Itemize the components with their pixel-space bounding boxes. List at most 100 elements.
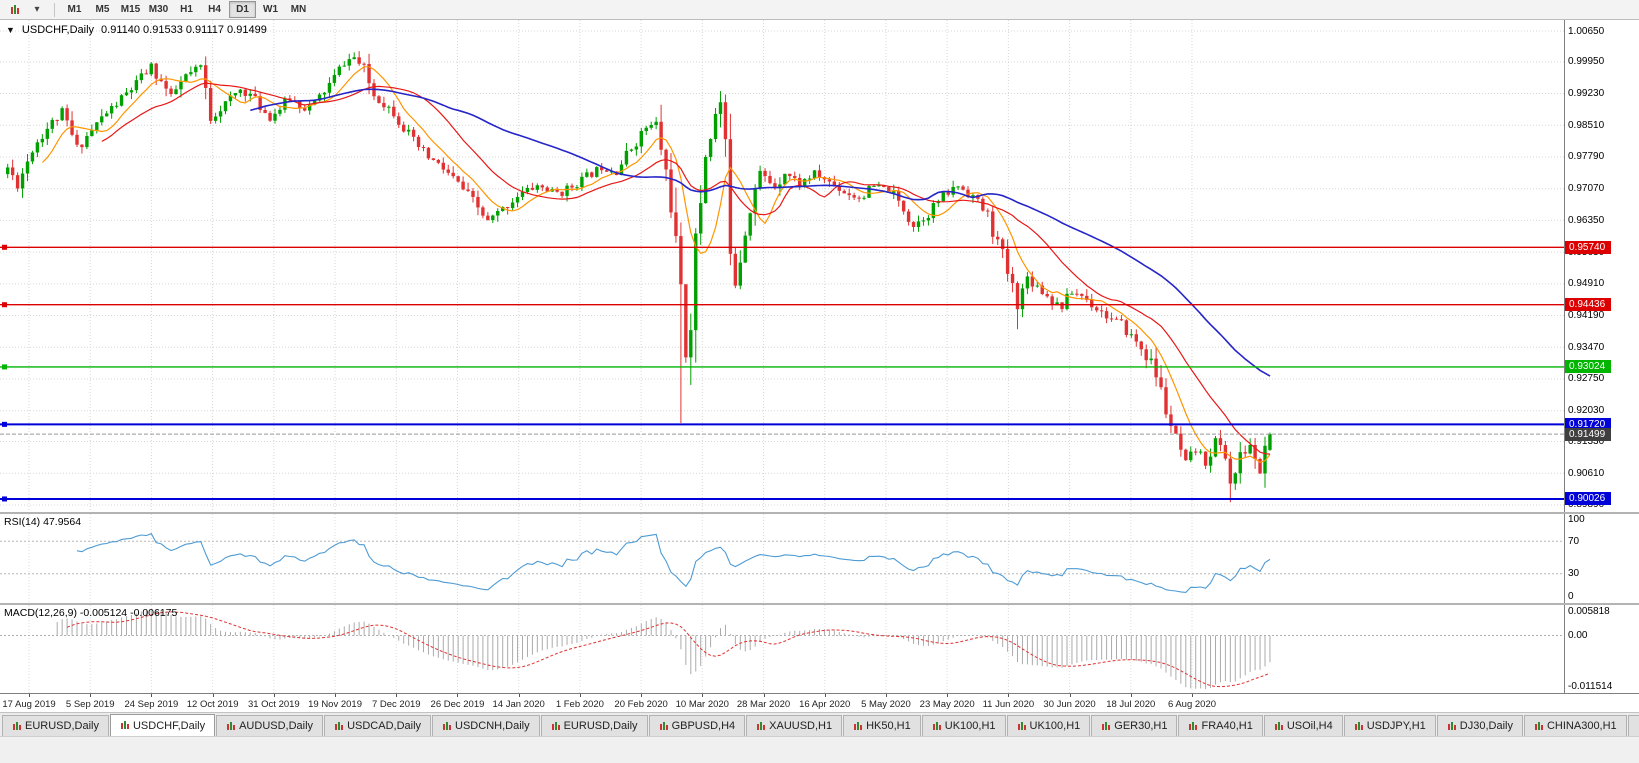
time-axis-label: 19 Nov 2019 — [308, 699, 362, 710]
chart-tab[interactable]: USOil,H4 — [1263, 715, 1343, 736]
time-axis-tick — [335, 694, 337, 697]
price-axis[interactable]: 1.00650 0.99950 0.99230 0.98510 0.97790 0.970… — [1564, 20, 1639, 512]
timeframe-button-h1[interactable]: H1 — [180, 4, 193, 15]
rsi-axis[interactable]: 100 70 30 0 — [1564, 514, 1639, 603]
chart-icon — [1273, 721, 1283, 731]
chart-tab[interactable]: FRA40,H1 — [1178, 715, 1263, 736]
time-axis-tick — [1008, 694, 1010, 697]
chart-tab[interactable]: AUDUSD,Daily — [216, 715, 324, 736]
price-level-badge: 0.95740 — [1565, 240, 1611, 254]
price-axis-label: 0.94190 — [1568, 310, 1605, 322]
chart-symbol-label: USDCHF,Daily — [21, 24, 95, 36]
time-axis-label: 10 Mar 2020 — [675, 699, 729, 710]
level-line-handle[interactable] — [2, 364, 7, 370]
chart-tab-label: AUDUSD,Daily — [239, 720, 314, 732]
time-axis-tick — [641, 694, 643, 697]
macd-indicator-label: MACD(12,26,9) -0.005124 -0.006175 — [4, 607, 178, 619]
price-axis-label: 0.97790 — [1568, 151, 1605, 163]
chart-tab[interactable]: GBPUSD,H4 — [648, 715, 746, 736]
timeframe-button-mn[interactable]: MN — [290, 4, 307, 15]
chart-tab[interactable]: DJ30,Daily — [1436, 715, 1523, 736]
chart-icon — [1188, 721, 1198, 731]
timeframe-toolbar: ▾ M1 M5 M15 M30 H1 H4 D1 W1 MN — [0, 0, 1639, 20]
timeframe-button-m1[interactable]: M1 — [67, 4, 82, 15]
rsi-axis-label: 30 — [1568, 568, 1580, 580]
time-axis-label: 14 Jan 2020 — [492, 699, 545, 710]
chart-icon — [12, 721, 21, 731]
timeframe-button-d1[interactable]: D1 — [229, 1, 256, 18]
dropdown-caret-icon[interactable]: ▾ — [34, 4, 40, 15]
chart-tab[interactable]: GER30,H1 — [1091, 715, 1178, 736]
price-axis-label: 0.99230 — [1568, 88, 1605, 100]
time-axis-tick — [763, 694, 765, 697]
one-click-trading-arrow[interactable]: ▼ — [6, 25, 15, 35]
chart-tab[interactable]: USDCAD,Daily — [324, 715, 432, 736]
toolbar-separator — [54, 2, 55, 17]
chart-icon — [1353, 721, 1363, 731]
level-line-handle[interactable] — [2, 421, 7, 427]
chart-tab[interactable]: XAUUSD,H1 — [746, 715, 843, 736]
chart-tab-label: USDCHF,Daily — [132, 719, 206, 732]
chart-ohlc-values: 0.91140 0.91533 0.91117 0.91499 — [101, 24, 267, 36]
timeframe-button-m5[interactable]: M5 — [95, 4, 110, 15]
price-axis-label: 0.97070 — [1568, 183, 1605, 195]
price-level-badge: 0.93024 — [1565, 360, 1611, 374]
time-axis-label: 17 Aug 2019 — [2, 699, 56, 710]
chart-tab[interactable]: USOil,H1 — [1627, 715, 1639, 736]
chart-tab-label: CHINA300,H1 — [1546, 720, 1617, 732]
chart-tab[interactable]: USDJPY,H1 — [1343, 715, 1436, 736]
price-axis-label: 1.00650 — [1568, 25, 1605, 37]
chart-icon — [1533, 721, 1543, 731]
time-axis-label: 12 Oct 2019 — [186, 699, 239, 710]
moving-average-line — [250, 88, 1271, 377]
rsi-canvas[interactable]: RSI(14) 47.9564 — [0, 514, 1564, 603]
chart-tab-label: HK50,H1 — [866, 720, 911, 732]
time-axis-label: 28 Mar 2020 — [736, 699, 791, 710]
time-axis-tick — [1191, 694, 1193, 697]
time-axis-tick — [212, 694, 214, 697]
time-axis-tick — [29, 694, 30, 697]
chart-tab[interactable]: EURUSD,Daily — [540, 715, 648, 736]
chart-tab[interactable]: USDCNH,Daily — [432, 715, 540, 736]
time-axis-tick — [947, 694, 949, 697]
macd-canvas[interactable]: MACD(12,26,9) -0.005124 -0.006175 — [0, 605, 1564, 693]
main-chart-canvas[interactable]: ▼ USDCHF,Daily 0.91140 0.91533 0.91117 0… — [0, 20, 1564, 512]
timeframe-button-m15[interactable]: M15 — [120, 4, 141, 15]
timeframe-button-w1[interactable]: W1 — [263, 4, 278, 15]
level-line-handle[interactable] — [2, 244, 7, 250]
chart-tab-label: UK100,H1 — [1029, 720, 1081, 732]
chart-tab-label: USDJPY,H1 — [1366, 720, 1426, 732]
chart-tab[interactable]: HK50,H1 — [843, 715, 921, 736]
price-axis-label: 0.91330 — [1568, 436, 1605, 448]
chart-tabs-bar: EURUSD,Daily USDCHF,Daily AUDUSD,Daily U… — [0, 712, 1639, 736]
pane-separator[interactable] — [0, 603, 1639, 605]
timeframe-button-m30[interactable]: M30 — [148, 4, 169, 15]
chart-tab-label: XAUUSD,H1 — [769, 720, 833, 732]
chart-icon — [334, 721, 344, 731]
chart-type-icon[interactable] — [3, 2, 25, 18]
timeframe-button-h4[interactable]: H4 — [208, 4, 221, 15]
chart-tab[interactable]: EURUSD,Daily — [2, 715, 109, 736]
macd-axis[interactable]: 0.005818 0.00 -0.011514 — [1564, 605, 1639, 693]
time-axis-label: 30 Jun 2020 — [1043, 699, 1096, 710]
time-axis-label: 16 Apr 2020 — [799, 699, 851, 710]
level-line-handle[interactable] — [2, 496, 7, 502]
chart-tab[interactable]: UK100,H1 — [1006, 715, 1091, 736]
time-axis-tick — [273, 694, 275, 697]
time-axis-tick — [1069, 694, 1071, 697]
chart-icon — [1446, 721, 1456, 731]
chart-icon — [226, 721, 236, 731]
chart-tab-active[interactable]: USDCHF,Daily — [109, 714, 216, 736]
time-axis-label: 31 Oct 2019 — [247, 699, 300, 710]
pane-separator[interactable] — [0, 512, 1639, 514]
time-axis-tick — [702, 694, 704, 697]
time-axis-label: 6 Aug 2020 — [1167, 699, 1217, 710]
macd-pane: MACD(12,26,9) -0.005124 -0.006175 0.0058… — [0, 605, 1639, 693]
chart-tab[interactable]: UK100,H1 — [921, 715, 1006, 736]
time-axis[interactable]: 17 Aug 2019 5 Sep 2019 24 Sep 2019 12 Oct 2… — [0, 693, 1639, 712]
chart-tab[interactable]: CHINA300,H1 — [1523, 715, 1627, 736]
chart-tab-label: UK100,H1 — [944, 720, 996, 732]
chart-icon — [853, 721, 863, 731]
level-line-handle[interactable] — [2, 302, 7, 308]
time-axis-label: 26 Dec 2019 — [430, 699, 485, 710]
